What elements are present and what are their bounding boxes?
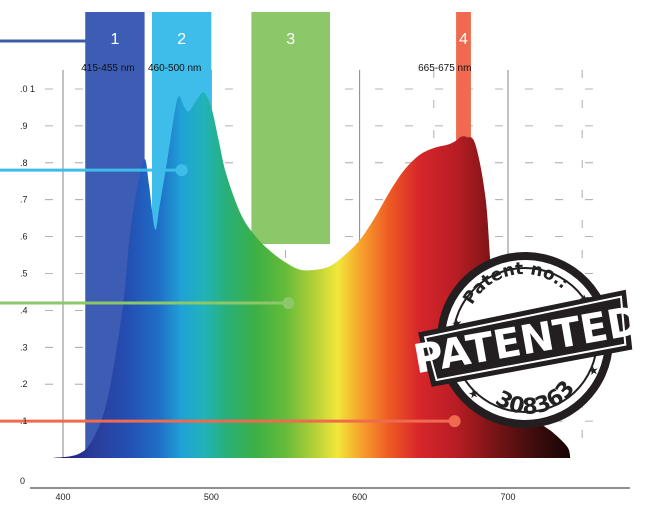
axes: 0 .1 .2 .3 .4 .5 .6 .7 .8 .9 .0 1 400 500 600 700	[20, 84, 630, 502]
stamp-star-icon: ★	[578, 291, 591, 307]
stamp-star-icon: ★	[467, 386, 480, 402]
y-tick-label: 0	[20, 476, 25, 486]
band-2-range-label: 460-500 nm	[148, 63, 201, 74]
band-3-rect	[251, 12, 330, 244]
y-tick-label: .5	[20, 269, 28, 279]
stamp-banner	[418, 289, 633, 387]
pointer-lines	[0, 39, 461, 428]
x-tick-label: 700	[500, 492, 515, 502]
band-4-number: 4	[459, 31, 468, 48]
y-tick-label: .7	[20, 195, 28, 205]
patented-stamp: Patent no.: 308363 PATENTED ★ ★ ★ ★	[410, 250, 644, 428]
band-1-range-label: 415-455 nm	[81, 63, 134, 74]
pointer-dot	[448, 415, 461, 428]
y-tick-label: .2	[20, 379, 28, 389]
band-4-range-label: 665-675 nm	[418, 63, 471, 74]
x-tick-label: 400	[55, 492, 70, 502]
x-tick-label: 600	[352, 492, 367, 502]
band-1-number: 1	[110, 31, 119, 48]
y-tick-label: .8	[20, 158, 28, 168]
stamp-banner-border	[423, 295, 627, 382]
y-tick-label: .4	[20, 305, 28, 315]
y-tick-label: .9	[20, 121, 28, 131]
x-tick-label: 500	[204, 492, 219, 502]
y-tick-label: .3	[20, 342, 28, 352]
stamp-star-icon: ★	[451, 316, 464, 332]
band-3-number: 3	[286, 31, 295, 48]
pointer-dot	[282, 297, 295, 310]
stamp-star-icon: ★	[587, 363, 600, 379]
y-tick-label: .6	[20, 232, 28, 242]
band-2-number: 2	[177, 31, 186, 48]
pointer-dot	[175, 164, 188, 177]
y-tick-label: .0 1	[20, 84, 35, 94]
y-tick-label: .1	[20, 416, 28, 426]
